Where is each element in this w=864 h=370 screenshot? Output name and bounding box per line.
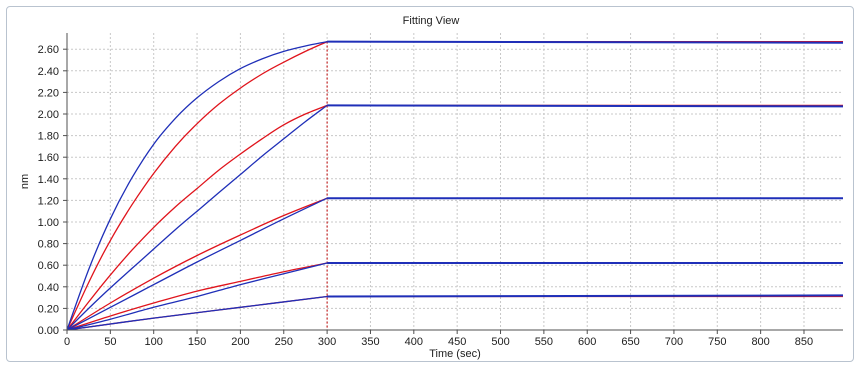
- x-tick-label: 0: [64, 336, 70, 348]
- x-tick-label: 450: [448, 336, 466, 348]
- x-tick-label: 200: [231, 336, 249, 348]
- x-tick-label: 250: [275, 336, 293, 348]
- y-tick-label: 1.20: [38, 195, 59, 207]
- data-curve-association: [66, 104, 328, 331]
- x-tick-label: 800: [751, 336, 769, 348]
- y-tick-label: 1.00: [38, 217, 59, 229]
- x-tick-label: 350: [361, 336, 379, 348]
- fit-curve-association: [66, 41, 328, 331]
- x-tick-label: 650: [621, 336, 639, 348]
- x-tick-label: 150: [188, 336, 206, 348]
- data-curve-association: [66, 295, 328, 331]
- x-tick-label: 750: [708, 336, 726, 348]
- fit-curve-association: [66, 104, 328, 331]
- data-curve-dissociation: [327, 104, 844, 108]
- y-tick-label: 0.80: [38, 239, 59, 251]
- data-curve-dissociation: [327, 40, 844, 44]
- chart-title: Fitting View: [402, 15, 460, 27]
- y-axis-label: nm: [19, 174, 31, 189]
- grid-lines: [67, 33, 843, 330]
- plot-area: [66, 40, 844, 331]
- x-tick-label: 50: [104, 336, 116, 348]
- x-tick-label: 400: [405, 336, 423, 348]
- x-tick-label: 600: [578, 336, 596, 348]
- data-curve-dissociation: [327, 294, 844, 298]
- y-tick-label: 2.20: [38, 87, 59, 99]
- data-curve-association: [66, 40, 328, 331]
- y-tick-label: 0.00: [38, 325, 59, 337]
- y-tick-label: 1.80: [38, 131, 59, 143]
- y-tick-label: 0.60: [38, 260, 59, 272]
- x-tick-label: 700: [665, 336, 683, 348]
- y-tick-label: 0.40: [38, 282, 59, 294]
- x-tick-label: 500: [491, 336, 509, 348]
- x-axis-label: Time (sec): [429, 348, 481, 360]
- x-tick-label: 300: [318, 336, 336, 348]
- data-curve-association: [66, 262, 328, 331]
- y-tick-label: 2.60: [38, 44, 59, 56]
- fitting-view-panel: Fitting View: [6, 6, 854, 362]
- x-tick-label: 850: [795, 336, 813, 348]
- y-tick-label: 1.60: [38, 152, 59, 164]
- axes: 0 50 100 150 200 250 300 350 400 450 500 550 600 650 7…: [38, 33, 843, 348]
- y-tick-label: 0.20: [38, 303, 59, 315]
- y-tick-label: 2.00: [38, 109, 59, 121]
- y-tick-label: 1.40: [38, 174, 59, 186]
- x-tick-label: 100: [145, 336, 163, 348]
- y-tick-label: 2.40: [38, 66, 59, 78]
- x-tick-label: 550: [535, 336, 553, 348]
- fit-curve-association: [66, 262, 328, 331]
- fit-curve-association: [66, 197, 328, 331]
- data-curve-association: [66, 197, 328, 331]
